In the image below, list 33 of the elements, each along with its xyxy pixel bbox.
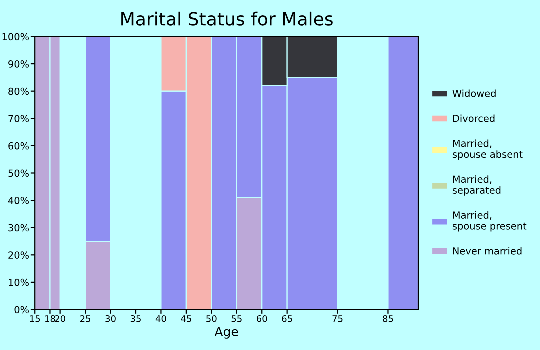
x-tick-label: 50 <box>206 315 217 322</box>
x-tick-label: 25 <box>80 315 91 322</box>
x-tick-label: 60 <box>257 315 268 322</box>
x-tick-label: 30 <box>106 315 116 322</box>
x-tick-label: 40 <box>156 315 166 322</box>
x-axis-title: Age <box>214 327 238 339</box>
y-tick-label: 50% <box>8 170 30 178</box>
y-tick-label: 80% <box>8 88 30 96</box>
x-tick-label: 85 <box>383 315 394 322</box>
legend-label: Married, spouse present <box>452 211 527 232</box>
y-tick-label: 60% <box>8 142 30 150</box>
legend-label: Widowed <box>452 90 496 98</box>
x-tick-label: 35 <box>130 315 141 322</box>
x-tick-label: 18 <box>45 315 56 322</box>
y-tick-label: 90% <box>8 60 30 68</box>
legend-label: Married, separated <box>452 176 501 196</box>
x-tick-label: 55 <box>232 316 242 322</box>
y-tick-label: 0% <box>14 306 30 314</box>
x-tick-label: 45 <box>181 316 192 322</box>
x-tick-label: 20 <box>55 315 66 322</box>
y-tick-label: 20% <box>8 252 30 259</box>
y-tick-label: 70% <box>8 115 30 122</box>
y-tick-label: 30% <box>8 224 30 232</box>
y-tick-label: 40% <box>8 197 30 204</box>
x-tick-label: 75 <box>332 316 343 322</box>
x-tick-label: 15 <box>30 316 40 322</box>
y-tick-label: 100% <box>2 33 30 41</box>
legend-label: Married, spouse absent <box>452 140 523 160</box>
legend-label: Never married <box>453 247 522 255</box>
y-tick-label: 10% <box>9 278 30 286</box>
chart-title: Marital Status for Males <box>122 12 333 26</box>
legend-label: Divorced <box>453 114 495 122</box>
x-tick-label: 65 <box>282 315 292 322</box>
